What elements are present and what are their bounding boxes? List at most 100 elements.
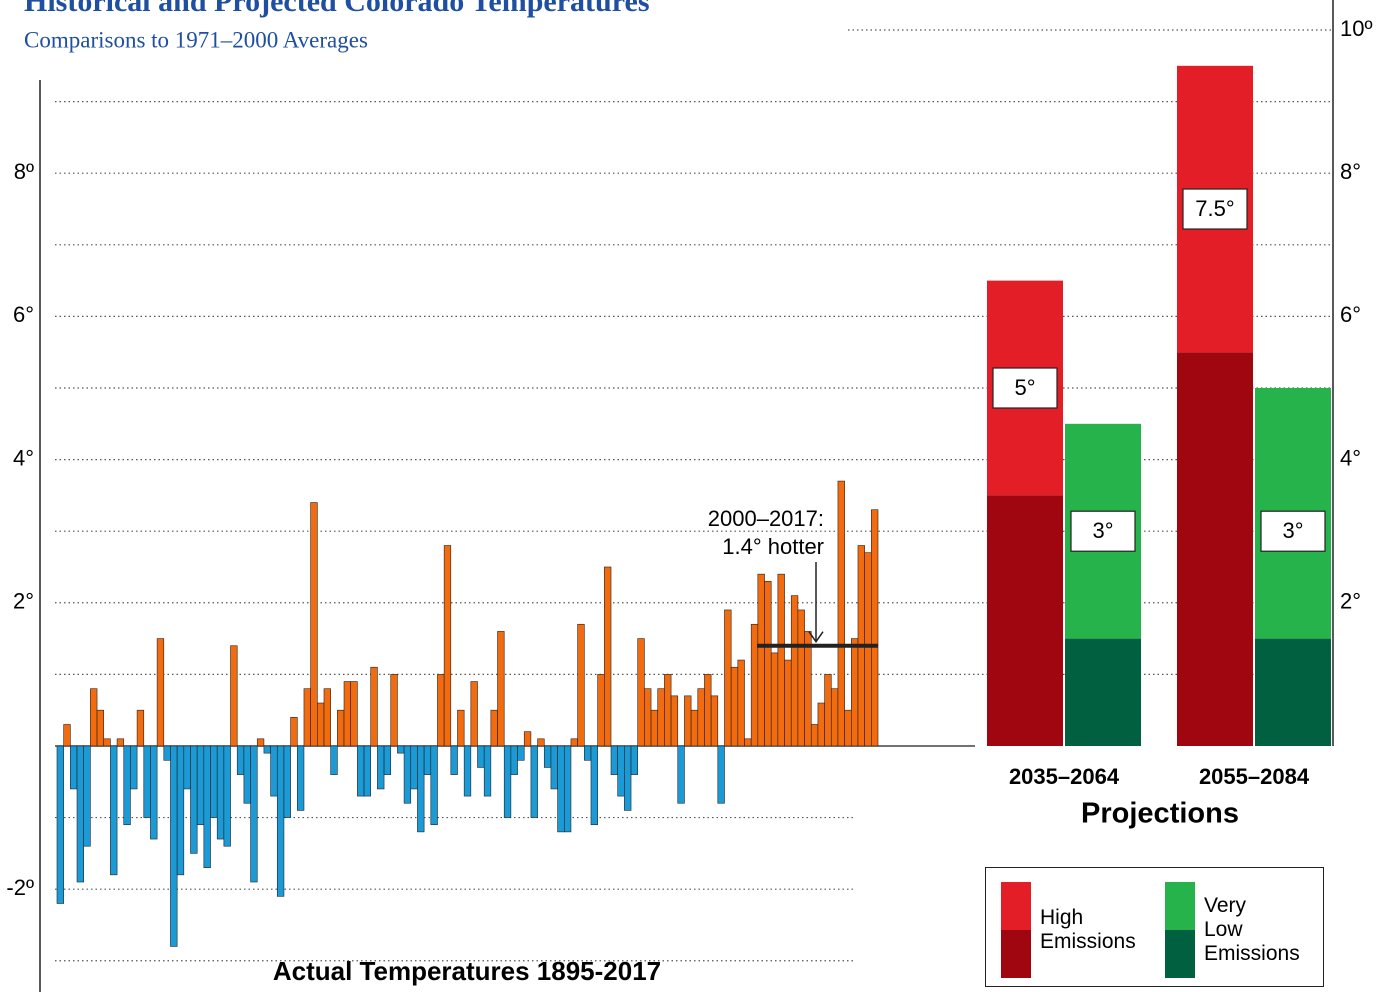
bar [70,745,78,790]
bar [457,709,465,747]
x-axis-label: Actual Temperatures 1895-2017 [273,956,661,986]
bar [203,745,211,868]
y2-tick-label: 10º [1340,16,1373,41]
bar [610,745,618,775]
bar [577,623,585,747]
bar [677,745,685,804]
bar [750,623,759,747]
bar [263,745,271,754]
legend-item: High Emissions [1001,882,1150,978]
bar [704,674,712,747]
bar [717,745,725,804]
bar [96,709,105,747]
bar [804,631,812,747]
legend-swatch [1165,882,1195,978]
bar [784,659,792,747]
bar [777,573,785,747]
bar [604,566,612,747]
bar [690,709,699,747]
bar [310,502,318,747]
bar [644,688,652,747]
bar [543,745,552,768]
bar [650,709,659,747]
y2-tick-label: 8° [1340,159,1361,184]
bar [317,702,325,747]
bar [276,745,285,897]
legend-swatch [1001,882,1031,978]
bar [470,681,478,747]
bar [851,638,859,747]
bar [370,666,378,747]
bar [844,709,852,747]
bar [570,738,578,747]
y-tick-label: -2º [6,875,34,900]
y2-tick-label: 4° [1340,445,1361,470]
bar [357,745,365,797]
bar [183,745,191,790]
bar [737,659,745,747]
bar [176,745,185,876]
bar [130,745,138,790]
bar [350,681,358,747]
bar [523,731,532,747]
legend: High Emissions Very Low Emissions [985,867,1324,987]
bar [830,688,839,747]
bar [684,695,692,747]
bar [490,709,498,747]
bar [90,688,98,747]
bar [230,645,238,747]
x-axis-label: Projections [1081,798,1239,830]
bar [463,745,472,797]
bar [477,745,485,768]
bar [450,745,458,775]
bar [871,509,879,747]
bar [637,638,645,747]
bar [330,745,338,775]
bar [337,709,345,747]
bar [256,738,265,747]
bar [697,688,705,747]
bar [63,724,71,747]
bar-base [1255,638,1331,746]
bar [670,695,679,747]
bar [437,674,445,747]
bar [196,745,205,826]
bar [617,745,625,797]
legend-item: Very Low Emissions [1165,882,1300,978]
bar [397,745,405,754]
bar [584,745,592,761]
bar [250,745,258,883]
bar [724,609,732,747]
bar [764,581,772,747]
bar [377,745,385,790]
bar [216,745,225,840]
bar [410,745,418,790]
bar [590,745,598,826]
value-label: 3° [1282,518,1303,543]
bar [664,674,672,747]
bar [497,631,505,747]
bar [383,745,392,775]
bar [103,738,111,747]
y-tick-label: 2° [13,589,34,614]
bar [503,745,512,818]
bar [210,745,218,818]
bar [757,573,765,747]
bar [363,745,372,797]
bar [657,688,665,747]
y-tick-label: 8º [14,159,34,184]
bar [710,695,719,747]
bar [110,745,118,876]
value-label: 5° [1014,375,1035,400]
chart-subtitle: Comparisons to 1971–2000 Averages [24,27,368,52]
bar-base [1065,638,1141,746]
bar [403,745,412,804]
bar [163,745,171,761]
annotation-arrow-head [808,631,824,644]
bar [864,552,872,747]
bar [243,745,251,804]
bar [597,674,605,747]
bar [116,738,125,747]
bar [76,745,84,883]
